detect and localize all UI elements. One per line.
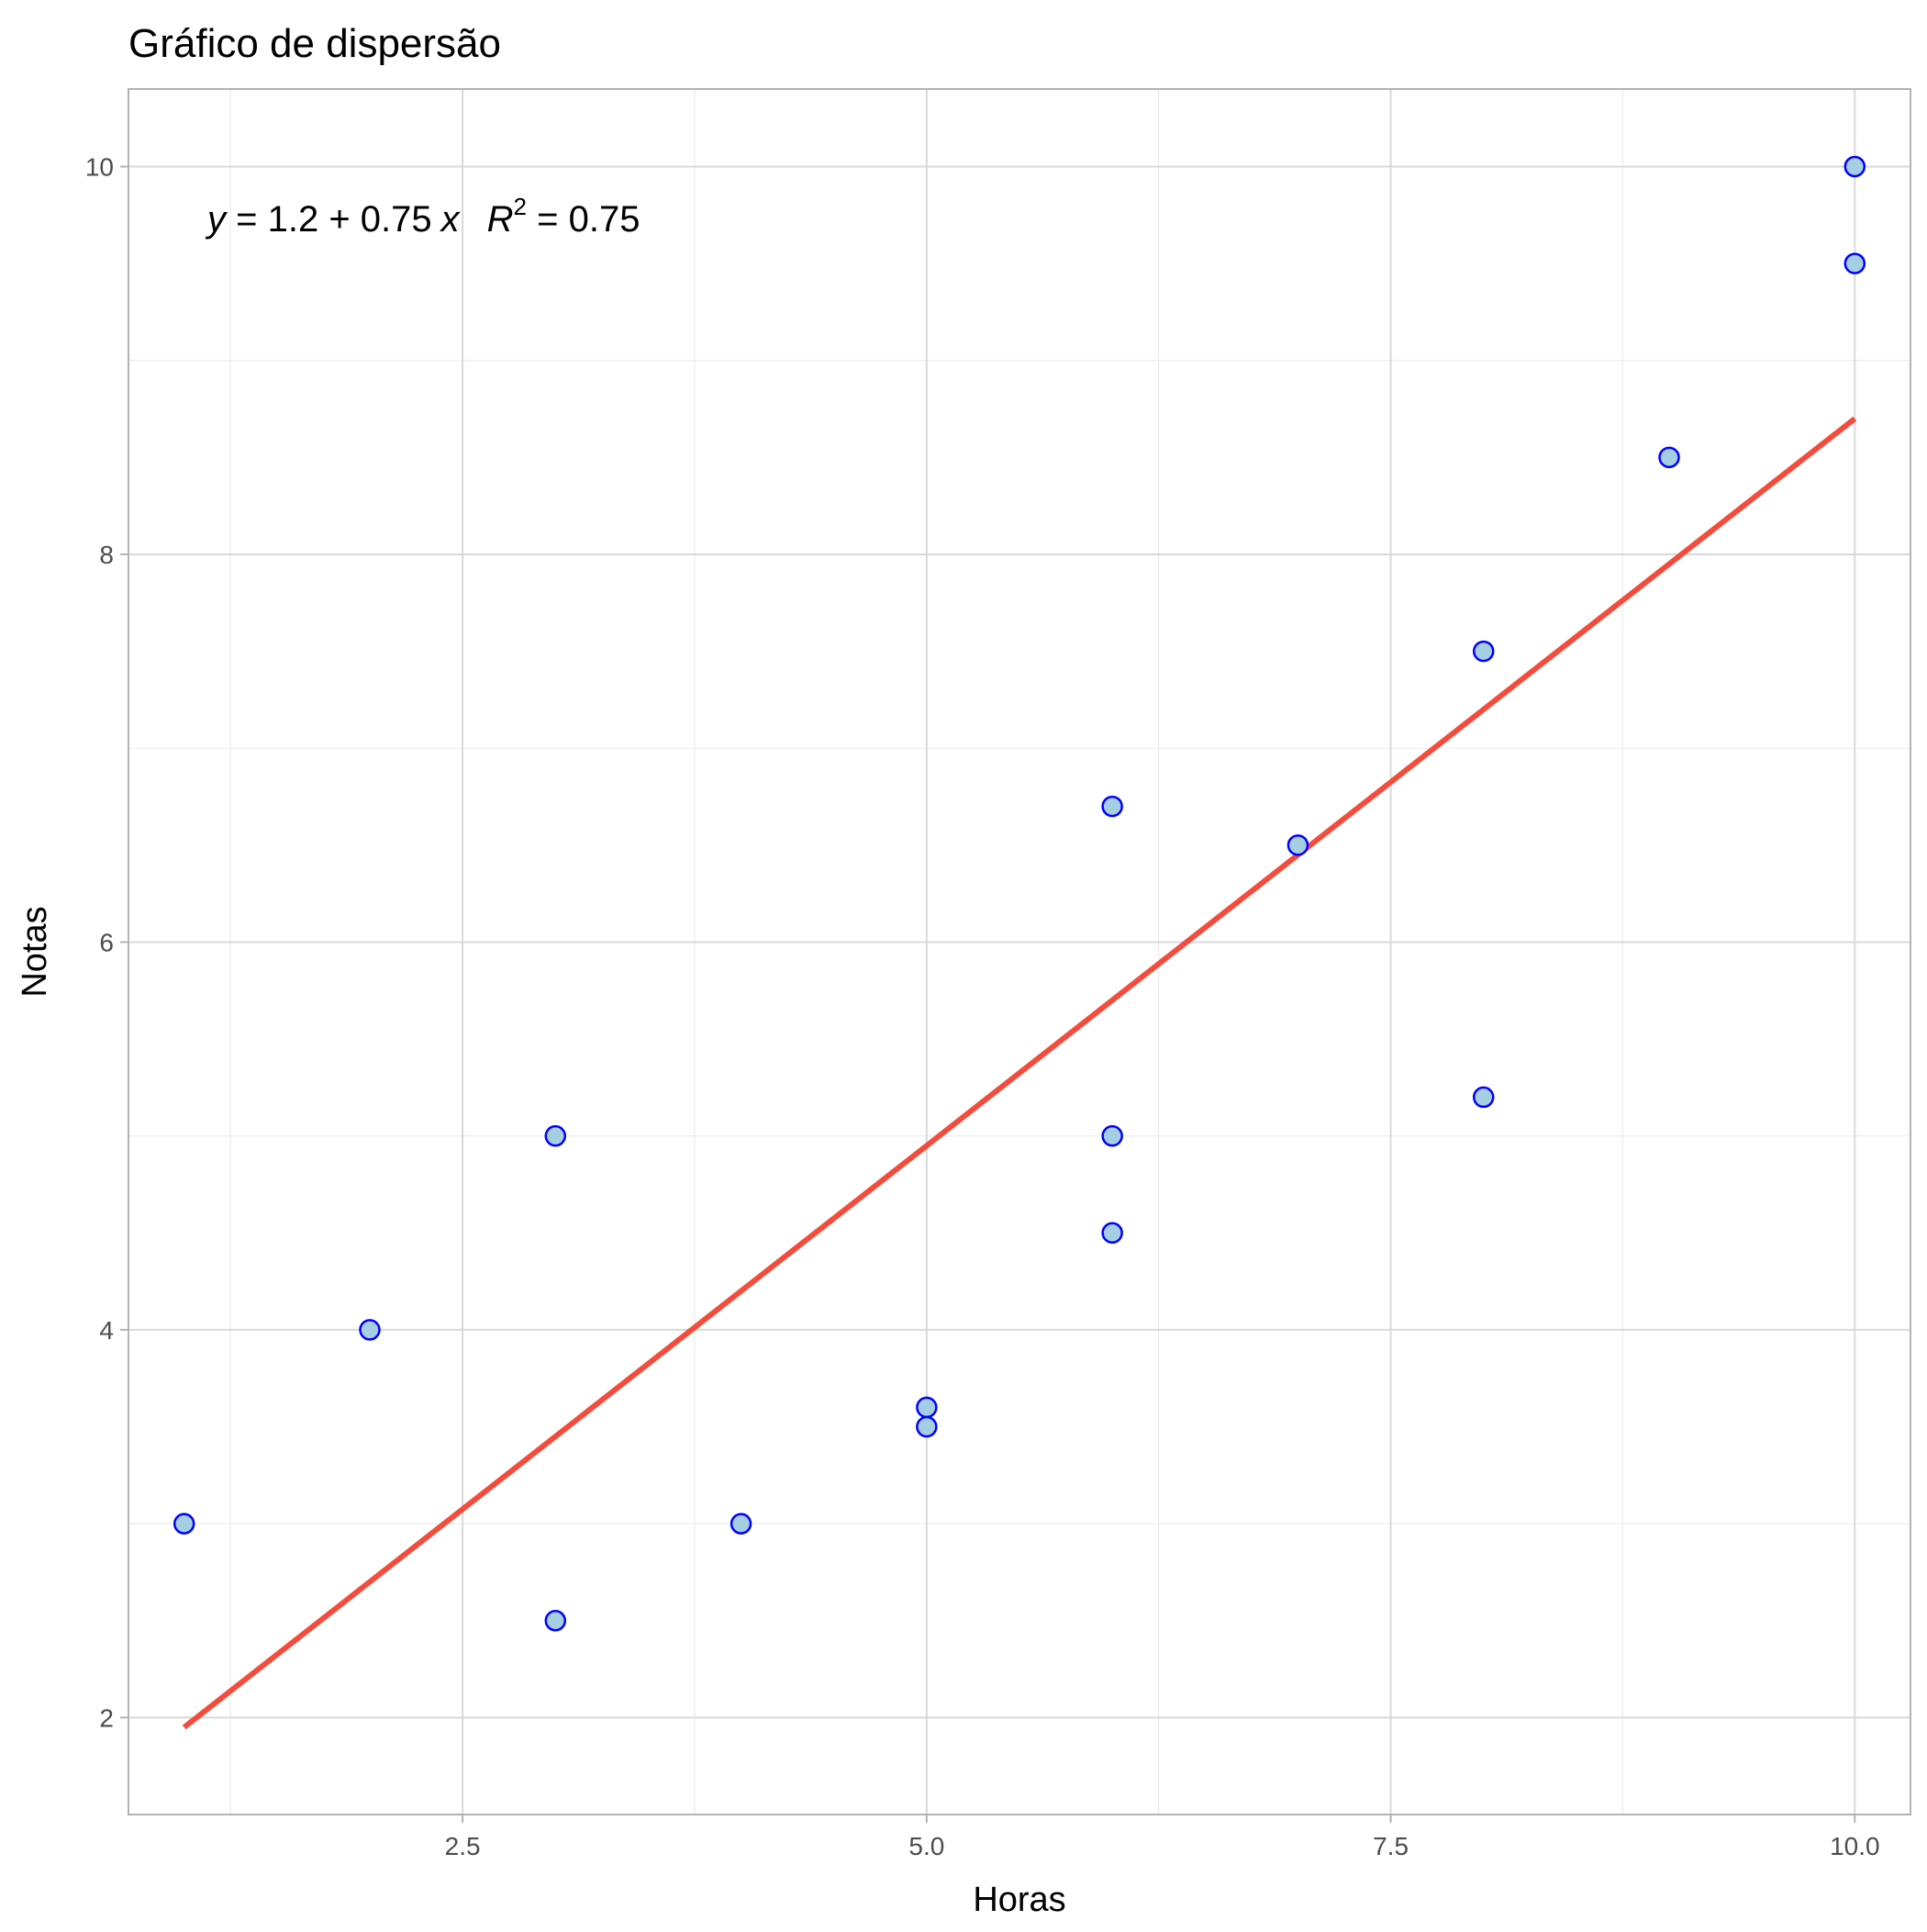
annotation-slope: 0.75 bbox=[361, 199, 432, 240]
annotation-r-symbol: R bbox=[487, 199, 514, 240]
y-tick-label: 2 bbox=[99, 1703, 114, 1732]
scatter-point bbox=[544, 1610, 567, 1632]
data-points bbox=[173, 155, 1866, 1632]
scatter-point bbox=[1658, 446, 1680, 469]
y-axis-label: Notas bbox=[16, 906, 54, 997]
y-tick-label: 8 bbox=[99, 541, 114, 569]
scatter-point bbox=[1101, 795, 1123, 818]
y-axis-ticks: 2 4 6 8 10 bbox=[85, 152, 128, 1732]
scatter-point bbox=[1843, 252, 1866, 274]
scatter-point bbox=[1472, 1086, 1495, 1109]
scatter-point bbox=[916, 1396, 938, 1419]
regression-equation-annotation: y = 1.2 + 0.75 x R2 = 0.75 bbox=[205, 193, 640, 240]
y-tick-label: 10 bbox=[85, 152, 114, 181]
annotation-x-symbol: x bbox=[440, 199, 462, 240]
annotation-plus: + bbox=[318, 199, 361, 240]
plot-panel-border bbox=[128, 88, 1911, 1815]
annotation-intercept: 1.2 bbox=[268, 199, 319, 240]
scatter-point bbox=[173, 1513, 195, 1535]
scatter-point bbox=[1101, 1124, 1123, 1147]
annotation-equals-1: = bbox=[226, 199, 268, 240]
regression-line-group bbox=[182, 416, 1857, 1730]
y-tick-label: 4 bbox=[99, 1316, 114, 1345]
minor-gridlines bbox=[128, 89, 1910, 1815]
regression-line bbox=[182, 416, 1857, 1730]
scatter-point bbox=[730, 1513, 752, 1535]
scatter-point bbox=[1843, 155, 1866, 178]
x-tick-label: 2.5 bbox=[445, 1832, 481, 1860]
x-tick-label: 7.5 bbox=[1373, 1832, 1409, 1860]
chart-title: Gráfico de dispersão bbox=[128, 21, 501, 66]
y-tick-label: 6 bbox=[99, 928, 114, 956]
scatter-point bbox=[1287, 834, 1309, 856]
x-tick-label: 10.0 bbox=[1830, 1832, 1880, 1860]
scatter-point bbox=[359, 1319, 381, 1341]
scatter-point bbox=[1472, 640, 1495, 663]
x-axis-label: Horas bbox=[973, 1881, 1065, 1919]
x-axis-ticks: 2.5 5.0 7.5 10.0 bbox=[445, 1815, 1880, 1860]
annotation-equals-2: = bbox=[527, 199, 569, 240]
scatter-point bbox=[544, 1124, 567, 1147]
scatter-point bbox=[916, 1415, 938, 1438]
major-gridlines bbox=[128, 89, 1910, 1815]
annotation-y-symbol: y bbox=[205, 199, 228, 240]
annotation-r2-value: 0.75 bbox=[569, 199, 640, 240]
x-tick-label: 5.0 bbox=[908, 1832, 944, 1860]
scatter-point bbox=[1101, 1222, 1123, 1245]
annotation-r-exponent: 2 bbox=[514, 193, 527, 220]
